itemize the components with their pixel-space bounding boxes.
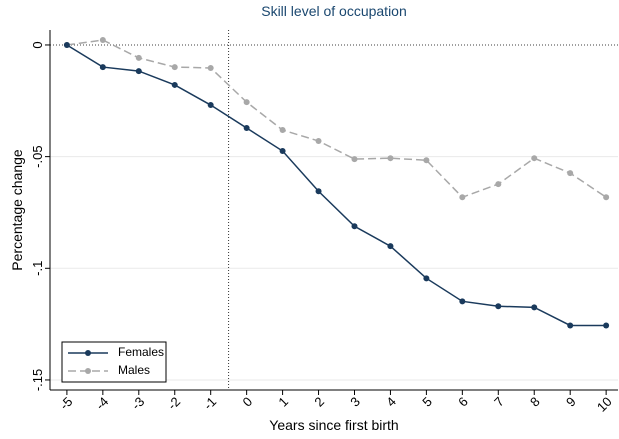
point [603,322,610,329]
point [531,155,538,162]
point [243,125,250,132]
x-tick-label: 9 [563,394,579,410]
point [135,54,142,61]
point [603,194,610,201]
x-tick-label: -5 [57,394,76,413]
point [99,64,106,71]
point [207,102,214,109]
point [243,99,250,106]
point [315,188,322,195]
point [315,137,322,144]
legend-box [61,341,167,383]
point [495,303,502,310]
point [171,64,178,71]
point [135,68,142,75]
x-tick-label: 5 [419,394,435,410]
x-tick-label: 10 [594,394,615,415]
x-tick-label: 0 [239,394,255,410]
point [423,157,430,164]
point [495,181,502,188]
x-tick-label: 1 [275,394,291,410]
point [63,41,70,48]
legend-label: Females [118,345,164,359]
x-tick-label: -2 [165,394,184,413]
point [459,194,466,201]
point [351,223,358,230]
x-tick-label: -3 [129,394,148,413]
x-tick-label: 6 [455,394,471,410]
point [387,155,394,162]
y-tick-label: -.05 [30,145,45,167]
legend-label: Males [118,363,150,377]
point [171,81,178,88]
x-tick-label: 2 [311,394,327,410]
point [387,243,394,250]
x-tick-label: -1 [200,394,219,413]
point [567,322,574,329]
y-tick-label: 0 [30,41,45,48]
series-line [66,44,607,327]
y-axis-label: Percentage change [9,149,25,271]
y-tick-label: -.15 [30,369,45,391]
point [423,275,430,282]
point [279,148,286,155]
point [567,170,574,177]
point [459,298,466,305]
x-tick-label: 4 [383,394,399,410]
y-tick-label: -.1 [30,261,45,276]
legend-marker [85,350,91,356]
chart-title: Skill level of occupation [261,3,407,19]
x-tick-label: 3 [347,394,363,410]
legend-marker [85,368,91,374]
x-tick-label: 8 [527,394,543,410]
point [207,64,214,71]
point [531,304,538,311]
point [351,156,358,163]
point [99,37,106,44]
x-tick-label: 7 [491,394,507,410]
x-axis-label: Years since first birth [269,417,398,433]
point [279,127,286,134]
series-line [66,39,607,199]
x-tick-label: -4 [93,394,112,413]
